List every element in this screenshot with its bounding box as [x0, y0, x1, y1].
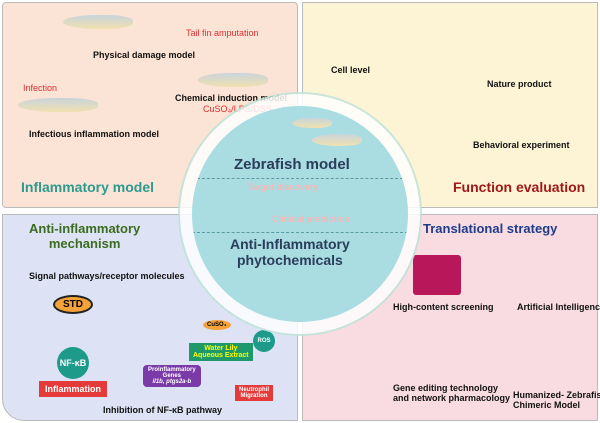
screening-plate-image	[413, 255, 461, 295]
clinical-prediction-label: Clinical prediction	[272, 214, 351, 224]
ros-node: ROS	[253, 330, 275, 352]
std-node: STD	[53, 295, 93, 314]
mechanism-title: Anti-inflammatory mechanism	[29, 221, 141, 251]
neutrophil-node: Neutrophil Migration	[235, 385, 273, 401]
signal-pathways-label: Signal pathways/receptor molecules	[29, 271, 185, 281]
target-discovery-label: Target discovery	[247, 182, 319, 192]
phytochemicals-label: Anti-Inflammatory phytochemicals	[230, 236, 350, 268]
inflammatory-model-title: Inflammatory model	[21, 179, 155, 195]
humanized-label: Humanized- Zebrafish Chimeric Model	[513, 390, 600, 410]
inhibition-label: Inhibition of NF-κB pathway	[103, 405, 223, 415]
zebrafish-image	[198, 73, 268, 87]
nature-product-label: Nature product	[487, 79, 552, 89]
nfkb-node: NF-κB	[57, 347, 89, 379]
zebrafish-image	[18, 98, 98, 112]
gene-editing-label: Gene editing technology and network pharm…	[393, 383, 511, 403]
mechanism-panel: Anti-inflammatory mechanism Signal pathwa…	[2, 214, 298, 421]
proinflammatory-genes-node: Proinflammatory Genes il1b, ptgs2a-b	[143, 365, 201, 387]
tail-fin-label: Tail fin amputation	[186, 28, 259, 38]
zebrafish-image	[63, 15, 133, 29]
cuso4-node: CuSO₄	[203, 320, 231, 330]
water-lily-node: Water Lily Aqueous Extract	[189, 343, 253, 361]
center-circle: Zebrafish model Target discovery Clinica…	[192, 106, 408, 322]
zebrafish-model-label: Zebrafish model	[234, 156, 350, 173]
translational-title: Translational strategy	[423, 221, 558, 236]
infectious-model-label: Infectious inflammation model	[29, 129, 160, 139]
physical-damage-label: Physical damage model	[93, 50, 196, 60]
zebrafish-larva-image	[292, 118, 332, 128]
infection-label: Infection	[23, 83, 58, 93]
ai-label: Artificial Intelligence	[517, 302, 600, 312]
chemical-induction-label: Chemical induction model	[175, 93, 288, 103]
behavioral-label: Behavioral experiment	[473, 140, 570, 150]
function-evaluation-title: Function evaluation	[453, 179, 586, 195]
cell-level-label: Cell level	[331, 65, 371, 75]
inflammation-node: Inflammation	[39, 381, 108, 397]
hcs-label: High-content screening	[393, 302, 494, 312]
zebrafish-image	[312, 134, 362, 146]
